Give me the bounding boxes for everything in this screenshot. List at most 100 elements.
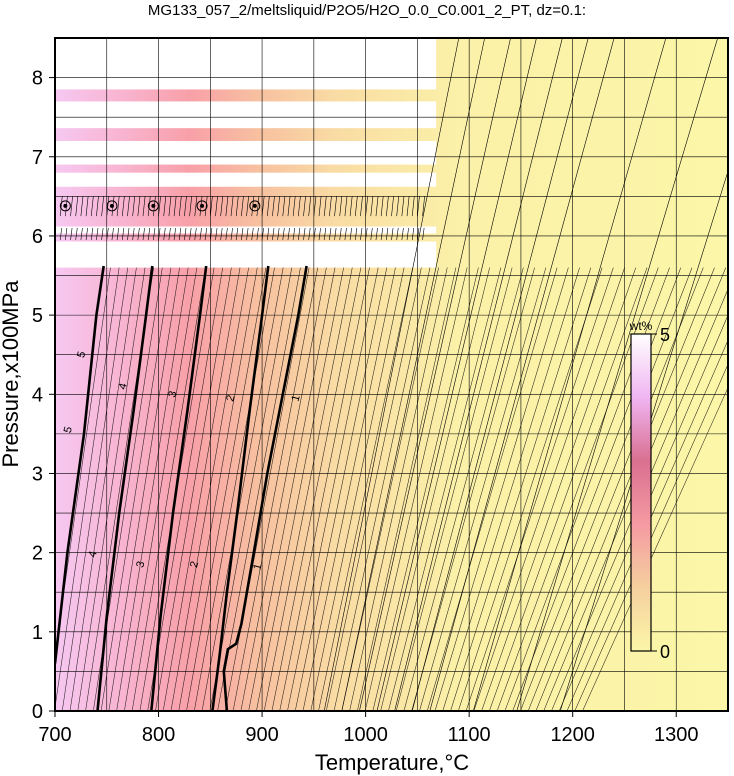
hatch-mark xyxy=(220,196,224,217)
data-marker-dot xyxy=(109,203,114,208)
hatch-mark xyxy=(184,196,187,217)
fine-contour-line xyxy=(426,267,558,711)
hatch-mark xyxy=(365,196,368,217)
fine-contour-line xyxy=(263,267,353,711)
hatch-mark xyxy=(127,227,130,240)
hatch-mark xyxy=(370,227,373,240)
fine-contour-line xyxy=(100,267,172,711)
major-contour-4 xyxy=(96,265,154,711)
hatch-mark xyxy=(70,196,73,217)
hatch-mark xyxy=(194,227,197,240)
fine-contour-line xyxy=(186,267,267,711)
hatch-mark xyxy=(168,196,172,217)
y-tick-label: 8 xyxy=(32,68,43,90)
hatch-mark xyxy=(111,227,114,240)
hatch-mark xyxy=(318,227,321,240)
fine-contour-line xyxy=(69,267,137,711)
hatch-mark xyxy=(142,196,146,217)
data-marker-dot xyxy=(63,203,68,208)
hatch-mark xyxy=(298,196,301,217)
hatch-mark xyxy=(137,227,140,240)
fine-contour-line xyxy=(473,38,667,711)
fine-contour-line xyxy=(380,267,490,711)
x-tick-label: 800 xyxy=(142,724,175,746)
fine-contour-line xyxy=(558,314,728,711)
hatch-mark xyxy=(101,227,104,240)
colored-band xyxy=(55,220,441,227)
hatch-mark xyxy=(132,227,135,240)
fine-contour-line xyxy=(131,267,206,711)
hatch-mark xyxy=(241,196,244,217)
hatch-mark xyxy=(127,196,130,217)
hatch-mark xyxy=(422,227,425,240)
fine-contour-line xyxy=(225,267,310,711)
fine-contour-line xyxy=(429,38,615,711)
hatch-mark xyxy=(122,227,125,240)
hatch-mark xyxy=(360,196,363,217)
hatch-mark xyxy=(422,196,425,217)
fine-contour-line xyxy=(209,267,293,711)
hatch-mark xyxy=(204,227,207,240)
hatch-mark xyxy=(194,196,198,217)
hatch-mark xyxy=(210,196,213,217)
hatch-mark xyxy=(225,227,228,240)
hatch-mark xyxy=(417,196,420,217)
hatch-mark xyxy=(122,196,125,217)
x-tick-label: 900 xyxy=(245,724,278,746)
hatch-mark xyxy=(230,227,233,240)
fine-contour-line xyxy=(256,267,344,711)
contour-label: 5 xyxy=(62,425,75,434)
data-marker xyxy=(147,200,159,212)
fine-contour-line xyxy=(582,386,728,711)
contour-label: 4 xyxy=(87,550,100,559)
fine-contour-line xyxy=(116,267,189,711)
hatch-mark xyxy=(411,227,415,240)
colored-band xyxy=(55,89,441,102)
hatch-mark xyxy=(251,196,255,217)
hatch-mark xyxy=(308,196,312,217)
hatch-mark xyxy=(396,196,400,217)
hatch-mark xyxy=(75,196,79,217)
hatch-mark xyxy=(323,227,327,240)
fine-contour-line xyxy=(77,267,146,711)
hatch-mark xyxy=(147,227,151,240)
hatch-mark xyxy=(230,196,234,217)
hatch-mark xyxy=(142,227,145,240)
hatch-mark xyxy=(116,227,119,240)
hatch-mark xyxy=(380,196,384,217)
hatch-mark xyxy=(406,227,409,240)
fine-contour-line xyxy=(323,38,460,711)
fine-contour-line xyxy=(108,267,180,711)
hatch-mark xyxy=(411,196,415,217)
colorbar-max-label: 5 xyxy=(660,325,670,345)
colored-band xyxy=(55,164,441,173)
hatch-mark xyxy=(59,227,63,240)
hatch-mark xyxy=(173,227,176,240)
data-marker xyxy=(59,200,71,212)
colored-band xyxy=(55,128,441,141)
data-marker xyxy=(106,200,118,212)
contour-label: 3 xyxy=(166,390,179,399)
hatch-mark xyxy=(80,196,84,217)
blank-band xyxy=(55,241,437,268)
hatch-mark xyxy=(329,196,332,217)
y-tick-label: 6 xyxy=(32,226,43,248)
hatch-mark xyxy=(235,227,239,240)
fine-contour-line xyxy=(248,267,336,711)
y-tick-label: 2 xyxy=(32,543,43,565)
hatch-mark xyxy=(266,196,270,217)
hatch-mark xyxy=(323,196,327,217)
hatch-mark xyxy=(287,227,290,240)
fine-contour-line xyxy=(341,267,439,711)
x-axis-label: Temperature,°C xyxy=(315,750,469,775)
hatch-mark xyxy=(246,196,249,217)
hatch-mark xyxy=(90,227,94,240)
fine-contour-line xyxy=(217,267,301,711)
fine-contour-line xyxy=(364,267,468,711)
hatch-mark xyxy=(189,196,192,217)
contour-label: 4 xyxy=(117,382,130,391)
fine-contour-line xyxy=(55,267,120,710)
contour-label: 1 xyxy=(290,394,303,403)
hatch-mark xyxy=(189,227,192,240)
